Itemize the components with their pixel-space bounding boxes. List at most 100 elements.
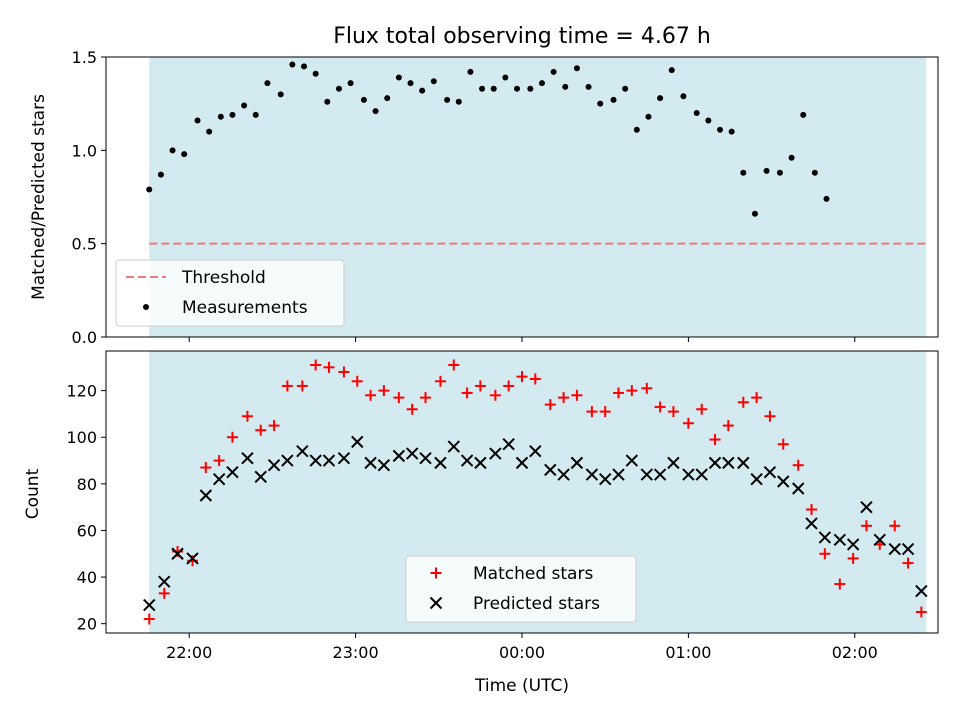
matched-star-point (777, 438, 789, 450)
measurement-point (705, 117, 712, 124)
measurement-point (324, 98, 331, 105)
measurement-point (229, 111, 236, 118)
predicted-star-b (171, 547, 184, 560)
predicted-star-point (570, 456, 584, 470)
predicted-star-point (722, 456, 735, 470)
matched-star-point (461, 387, 473, 399)
measurement-point (347, 80, 354, 87)
predicted-star-point (158, 575, 171, 588)
predicted-star-b (873, 533, 886, 546)
predicted-star-b (763, 465, 777, 479)
matched-star-point (654, 401, 666, 413)
legend-measurements-swatch (143, 304, 149, 310)
measurement-point (372, 108, 379, 115)
top-axes-frame (105, 56, 939, 338)
predicted-star-point (502, 438, 515, 451)
matched-star-point (351, 375, 363, 387)
predicted-star-b (267, 458, 281, 472)
bottom-panel: 20 40 60 80 100 120 22:00 23:00 00:00 01:00 02:00 M… (66, 350, 939, 662)
legend-predicted-label: Predicted stars (473, 594, 600, 614)
predicted-star-point (434, 456, 447, 470)
bottom-y-tick-label: 120 (66, 382, 97, 401)
predicted-star-point (405, 447, 419, 460)
legend-measurements-label: Measurements (182, 298, 308, 318)
matched-star-point (641, 382, 653, 394)
predicted-star-b (351, 435, 364, 449)
matched-star-point (365, 389, 377, 401)
top-legend: Threshold Measurements (115, 259, 345, 327)
predicted-star-point (667, 456, 680, 470)
top-y-tick-label: 0.5 (72, 235, 97, 254)
predicted-star-point (763, 465, 777, 479)
predicted-star-b (695, 468, 708, 481)
predicted-star-point (322, 454, 336, 467)
predicted-star-b (708, 456, 722, 470)
matched-star-point (323, 361, 335, 373)
predicted-star-b (667, 456, 680, 470)
measurement-point (444, 96, 451, 103)
matched-star-point (474, 380, 486, 392)
matched-star-point (213, 455, 225, 467)
measurement-point (573, 65, 580, 72)
top-y-tick-label: 1.0 (72, 141, 97, 160)
bottom-x-tick-label: 02:00 (832, 643, 878, 662)
measurement-point (800, 111, 807, 118)
predicted-star-b (737, 456, 750, 470)
predicted-star-point (460, 454, 474, 467)
predicted-star-b (364, 456, 377, 470)
measurement-point (467, 68, 474, 75)
predicted-star-b (254, 470, 267, 484)
measurement-point (740, 169, 747, 176)
measurement-point (514, 85, 521, 92)
bottom-x-tick-label: 22:00 (166, 643, 212, 662)
matched-star-point (626, 385, 638, 397)
measurement-point (419, 87, 426, 94)
predicted-star-b (529, 445, 542, 458)
predicted-star-point (212, 472, 226, 486)
measurement-point (788, 154, 795, 161)
predicted-star-b (570, 456, 584, 470)
predicted-star-b (419, 451, 432, 465)
predicted-star-b (860, 500, 873, 514)
matched-star-point (158, 587, 170, 599)
bottom-axes-frame (105, 350, 939, 634)
predicted-star-b (460, 454, 474, 467)
measurement-point (430, 78, 437, 85)
measurement-point (194, 117, 201, 124)
matched-star-point (544, 399, 556, 411)
predicted-star-b (226, 465, 239, 479)
predicted-star-b (186, 552, 199, 565)
predicted-star-point (143, 598, 156, 612)
measurement-point (610, 96, 617, 103)
measurement-point (146, 186, 153, 193)
predicted-star-point (612, 468, 625, 481)
predicted-star-point (860, 500, 873, 514)
measurement-point (217, 113, 224, 120)
predicted-star-point (364, 456, 377, 470)
predicted-star-point (267, 458, 281, 472)
measurement-point (384, 95, 391, 102)
measurement-point (252, 111, 259, 118)
top-legend-box (115, 259, 345, 327)
predicted-star-b (750, 472, 763, 486)
bottom-y-tick-label: 60 (77, 521, 97, 540)
measurement-point (490, 85, 497, 92)
predicted-star-point (585, 468, 599, 481)
measurement-point (241, 102, 248, 109)
matched-star-point (419, 392, 431, 404)
bottom-y-tick-label: 80 (77, 475, 97, 494)
predicted-star-point (377, 458, 391, 472)
measurement-point (776, 169, 783, 176)
predicted-star-point (392, 449, 406, 463)
predicted-star-b (474, 456, 487, 470)
predicted-star-b (392, 449, 406, 463)
matched-star-point (751, 392, 763, 404)
measurement-point (585, 83, 592, 90)
measurement-point (751, 210, 758, 217)
predicted-star-point (805, 517, 818, 530)
matched-star-point (489, 389, 501, 401)
measurement-point (360, 96, 367, 103)
matched-star-point (599, 406, 611, 418)
predicted-star-point (682, 468, 695, 481)
